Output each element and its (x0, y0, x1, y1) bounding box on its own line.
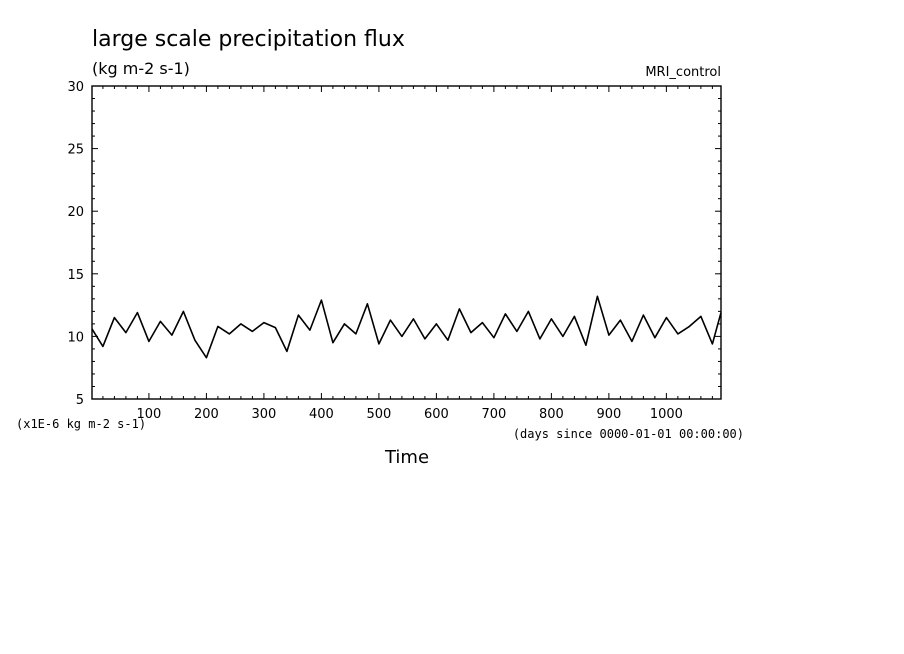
y-tick-label: 5 (76, 393, 84, 408)
y-tick-label: 10 (67, 330, 84, 345)
x-tick-label: 1000 (650, 407, 683, 422)
x-tick-label: 200 (194, 407, 219, 422)
series-line (91, 295, 722, 359)
chart-subtitle: (kg m-2 s-1) (92, 59, 190, 78)
x-tick-label: 300 (251, 407, 276, 422)
x-tick-label: 900 (596, 407, 621, 422)
x-units-note: (days since 0000-01-01 00:00:00) (513, 427, 744, 441)
y-tick-label: 30 (67, 80, 84, 95)
x-tick-label: 700 (481, 407, 506, 422)
axis-ticks (92, 85, 721, 400)
y-tick-label: 25 (67, 143, 84, 158)
model-label: MRI_control (645, 65, 721, 80)
x-tick-label: 100 (137, 407, 162, 422)
x-tick-label: 500 (366, 407, 391, 422)
y-tick-label: 15 (67, 268, 84, 283)
x-tick-label: 800 (539, 407, 564, 422)
y-scale-note: (x1E-6 kg m-2 s-1) (16, 417, 146, 431)
x-axis-label: Time (384, 447, 429, 468)
y-tick-label: 20 (67, 205, 84, 220)
x-tick-label: 400 (309, 407, 334, 422)
chart-title: large scale precipitation flux (92, 27, 405, 52)
x-tick-label: 600 (424, 407, 449, 422)
plot-frame (91, 85, 722, 400)
tick-labels: 5 10 15 20 25 30 100 200 300 400 500 600 700 800 900 10… (67, 80, 682, 422)
